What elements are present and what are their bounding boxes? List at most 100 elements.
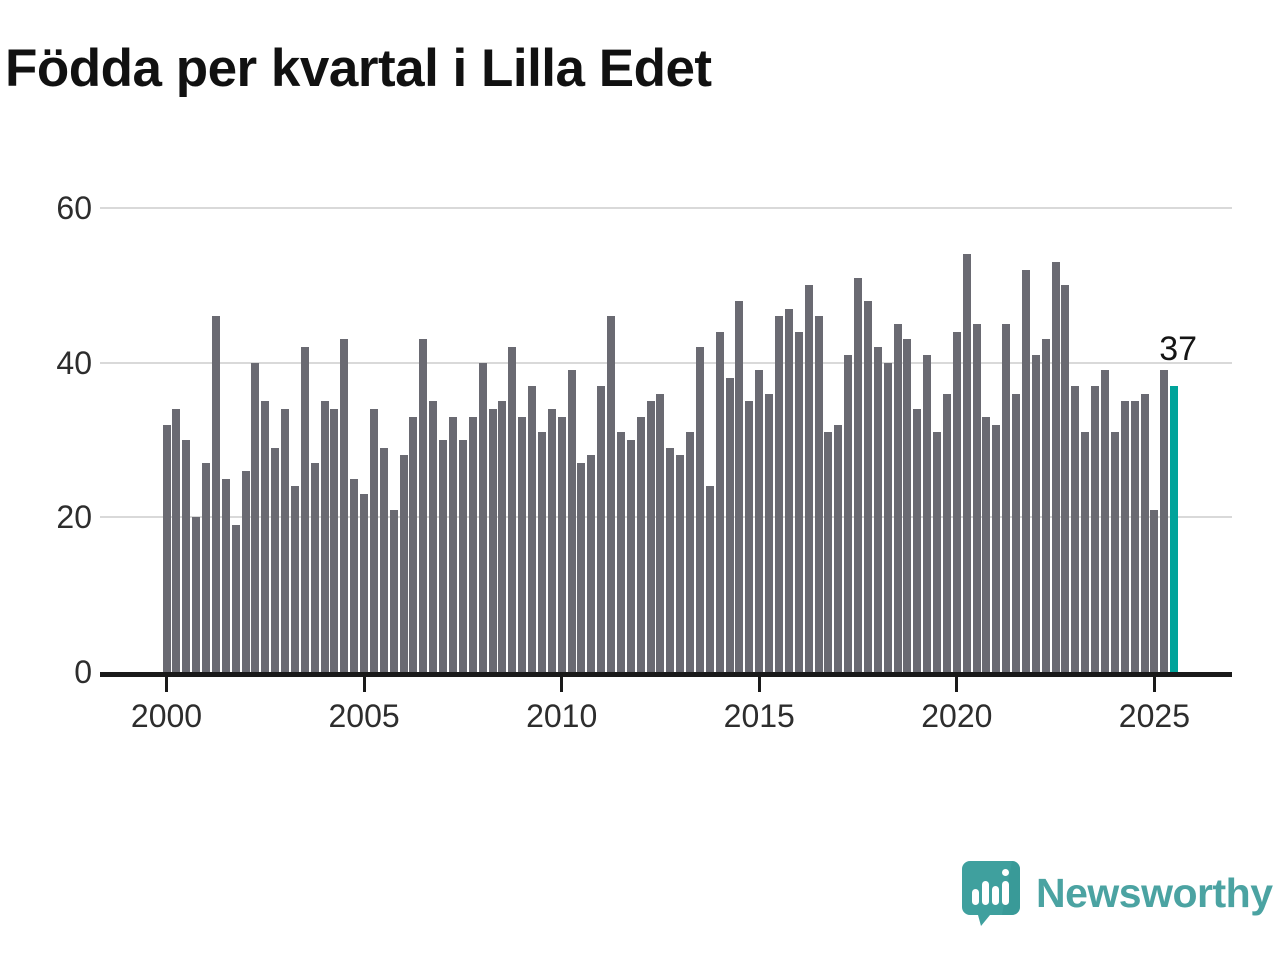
bar — [952, 331, 961, 672]
bar — [1071, 385, 1080, 672]
bar — [1091, 385, 1100, 672]
bar — [1021, 269, 1030, 672]
bar — [340, 339, 349, 672]
bar — [508, 347, 517, 672]
bar-highlight — [1170, 385, 1179, 672]
bar — [824, 432, 833, 672]
bar — [923, 354, 932, 672]
y-axis-label-0: 0 — [74, 654, 92, 690]
bar — [765, 393, 774, 672]
bar — [1120, 401, 1129, 672]
bar — [537, 432, 546, 672]
bar — [310, 463, 319, 672]
bar — [1041, 339, 1050, 672]
bar — [439, 440, 448, 672]
bar — [1051, 262, 1060, 672]
bar — [755, 370, 764, 672]
x-tick-2010 — [560, 677, 564, 692]
bar — [784, 308, 793, 672]
bar — [389, 509, 398, 672]
bar — [686, 432, 695, 672]
bar — [350, 478, 359, 672]
bar — [1150, 509, 1159, 672]
gridline-y-60 — [100, 207, 1232, 210]
bar — [982, 416, 991, 672]
bar — [360, 494, 369, 672]
bar — [626, 440, 635, 672]
gridline-y-20 — [100, 516, 1232, 519]
bar — [241, 470, 250, 672]
bar — [705, 486, 714, 672]
bar — [399, 455, 408, 672]
bar — [488, 409, 497, 672]
bar — [676, 455, 685, 672]
newsworthy-bubble-icon — [962, 861, 1020, 926]
x-axis-line — [100, 672, 1232, 677]
bar — [873, 347, 882, 672]
bar — [972, 324, 981, 672]
bar — [468, 416, 477, 672]
newsworthy-brand-text: Newsworthy — [1036, 869, 1273, 916]
bar — [854, 277, 863, 672]
bar — [1101, 370, 1109, 672]
bar — [162, 424, 171, 672]
bar — [607, 316, 616, 672]
bar — [1081, 432, 1090, 672]
bar — [231, 525, 240, 672]
bar — [794, 331, 803, 672]
x-axis-label-2020: 2020 — [921, 698, 993, 734]
bar — [992, 424, 1001, 672]
bar — [172, 409, 181, 672]
bar — [646, 401, 655, 672]
bar — [1012, 393, 1021, 672]
bar — [774, 316, 783, 672]
newsworthy-logo: Newsworthy — [960, 858, 1273, 928]
bar — [369, 409, 378, 672]
bar — [616, 432, 625, 672]
x-tick-2020 — [955, 677, 959, 692]
bar — [261, 401, 270, 672]
page-title: Födda per kvartal i Lilla Edet — [5, 39, 712, 98]
bar — [528, 385, 537, 672]
bar — [1002, 324, 1011, 672]
bar — [251, 362, 260, 672]
bar — [448, 416, 457, 672]
bar — [636, 416, 645, 672]
bar — [409, 416, 418, 672]
x-axis-label-2005: 2005 — [328, 698, 400, 734]
bar — [290, 486, 299, 672]
bar — [834, 424, 843, 672]
bar — [844, 354, 853, 672]
bar — [883, 362, 892, 672]
bar — [271, 447, 280, 672]
bar — [735, 300, 744, 672]
bar — [1110, 432, 1119, 672]
x-axis-label-2010: 2010 — [526, 698, 598, 734]
bar — [1140, 393, 1149, 672]
bar — [211, 316, 220, 672]
bar — [725, 378, 734, 672]
x-axis-label-2015: 2015 — [723, 698, 795, 734]
bar — [498, 401, 507, 672]
bar — [478, 362, 487, 672]
x-tick-2015 — [757, 677, 761, 692]
bar — [429, 401, 438, 672]
bar — [557, 416, 566, 672]
bar — [666, 447, 675, 672]
bar — [330, 409, 339, 672]
x-tick-2025 — [1152, 677, 1156, 692]
bar — [202, 463, 211, 672]
bar — [458, 440, 467, 672]
bar — [1130, 401, 1139, 672]
bar — [942, 393, 951, 672]
bar — [804, 285, 813, 672]
bar — [379, 447, 388, 672]
bar — [962, 254, 971, 672]
bar — [933, 432, 942, 672]
bar — [1160, 370, 1169, 672]
bar — [695, 347, 704, 672]
bar — [863, 300, 872, 672]
bar — [597, 385, 606, 672]
bar — [745, 401, 754, 672]
gridline-y-40 — [100, 361, 1232, 364]
